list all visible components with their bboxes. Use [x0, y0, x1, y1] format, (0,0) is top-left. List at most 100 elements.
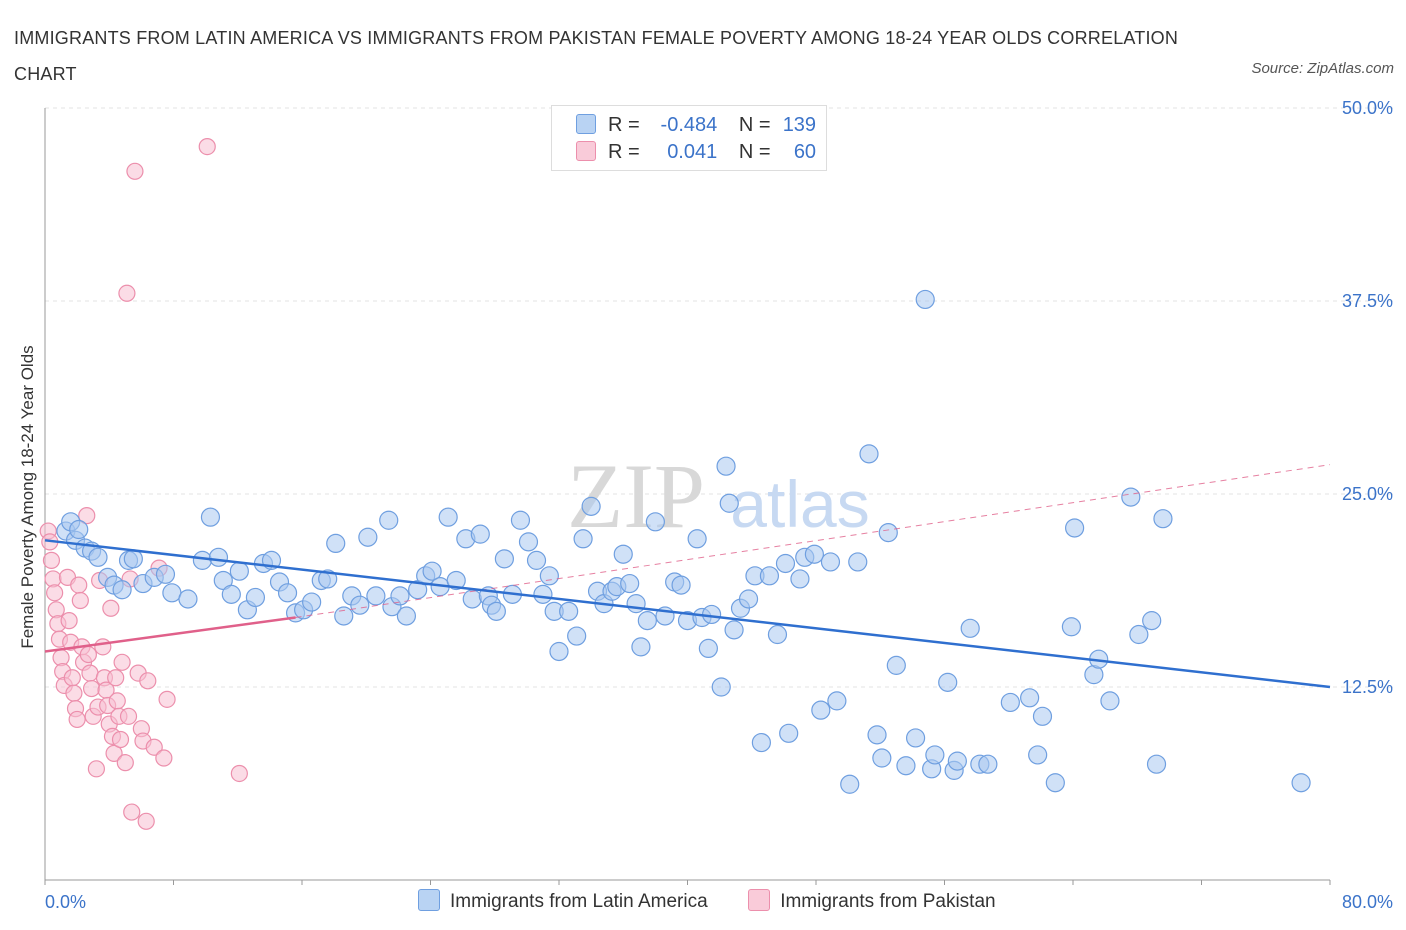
point-latin-103 [820, 552, 841, 572]
point-latin-77 [637, 611, 657, 631]
point-pakistan-4 [46, 584, 64, 602]
point-latin-22 [229, 561, 249, 581]
legend-item-pakistan[interactable]: Immigrants from Pakistan [748, 889, 996, 912]
point-latin-116 [925, 745, 945, 765]
point-latin-99 [790, 569, 810, 589]
point-latin-117 [938, 672, 958, 692]
point-latin-94 [751, 732, 771, 753]
point-latin-83 [687, 529, 707, 549]
point-latin-87 [711, 677, 731, 697]
point-pakistan-42 [113, 653, 131, 671]
y-tick-label-3: 50.0% [1342, 98, 1393, 118]
point-latin-17 [192, 550, 213, 570]
legend-row-pakistan: R = 0.041 N = 60 [576, 139, 816, 165]
point-latin-60 [526, 550, 547, 570]
series-pakistan [39, 138, 248, 830]
watermark-atlas: atlas [730, 467, 869, 541]
point-latin-62 [539, 566, 559, 586]
point-latin-112 [896, 756, 916, 776]
point-latin-128 [1061, 617, 1081, 637]
point-pakistan-52 [137, 812, 155, 830]
point-pakistan-27 [87, 760, 106, 778]
legend-row-latin: R = -0.484 N = 139 [576, 112, 816, 138]
legend-swatch-pakistan [576, 141, 596, 161]
trend-latin-america [44, 539, 1331, 689]
point-latin-9 [112, 580, 132, 600]
point-latin-108 [867, 725, 887, 745]
point-latin-55 [486, 601, 506, 621]
legend-item-latin[interactable]: Immigrants from Latin America [418, 889, 708, 912]
point-latin-124 [1020, 688, 1040, 708]
point-latin-113 [905, 728, 926, 748]
point-latin-64 [549, 641, 569, 662]
legend-n-latin: 139 [782, 114, 817, 136]
point-pakistan-41 [111, 730, 130, 749]
point-pakistan-53 [139, 672, 157, 690]
legend-n-label: N = [738, 141, 771, 163]
watermark-zip: ZIP [567, 445, 705, 547]
point-latin-21 [221, 584, 241, 604]
y-tick-label-2: 37.5% [1342, 291, 1393, 311]
point-pakistan-45 [119, 707, 138, 725]
point-latin-111 [886, 655, 906, 675]
trend-lines [44, 464, 1331, 689]
point-latin-137 [1153, 509, 1173, 529]
point-latin-31 [302, 592, 322, 612]
point-latin-78 [645, 512, 665, 532]
point-latin-67 [573, 529, 593, 549]
point-latin-76 [631, 637, 651, 657]
point-latin-88 [716, 456, 736, 476]
point-latin-11 [123, 549, 143, 569]
point-latin-90 [724, 620, 744, 640]
point-pakistan-44 [118, 284, 136, 302]
point-pakistan-59 [230, 764, 248, 783]
point-latin-98 [779, 723, 799, 743]
legend-n-pakistan: 60 [793, 141, 817, 163]
point-latin-40 [379, 510, 399, 530]
tick-labels: 12.5% 25.0% 37.5% 50.0% 0.0% 80.0% [45, 98, 1393, 912]
point-latin-125 [1028, 745, 1048, 765]
point-pakistan-12 [60, 612, 78, 630]
point-latin-15 [162, 583, 182, 603]
point-pakistan-24 [81, 664, 99, 682]
legend-n-label: N = [738, 114, 771, 136]
point-latin-52 [470, 524, 490, 544]
point-latin-65 [559, 601, 579, 621]
point-latin-61 [533, 584, 553, 604]
point-latin-132 [1100, 691, 1120, 711]
point-latin-95 [759, 566, 780, 586]
point-latin-106 [848, 552, 868, 572]
point-latin-123 [1000, 692, 1020, 713]
point-latin-75 [626, 594, 646, 614]
source-credit: Source: ZipAtlas.com [1251, 60, 1394, 77]
axes [44, 108, 1331, 885]
point-latin-133 [1121, 487, 1141, 507]
legend-r-label: R = [608, 141, 640, 163]
point-latin-126 [1032, 706, 1053, 726]
point-pakistan-22 [78, 507, 96, 525]
point-latin-109 [872, 748, 892, 768]
point-pakistan-47 [123, 803, 141, 821]
point-latin-39 [366, 586, 386, 606]
point-latin-105 [840, 774, 860, 794]
point-latin-3 [69, 519, 89, 540]
point-pakistan-25 [82, 679, 101, 698]
point-latin-42 [390, 586, 410, 606]
legend-r-latin: -0.484 [660, 114, 718, 136]
point-latin-119 [947, 751, 967, 771]
point-latin-135 [1142, 611, 1162, 631]
trend-pakistan-extended [295, 464, 1331, 619]
point-latin-127 [1045, 773, 1065, 793]
point-latin-34 [326, 533, 346, 554]
point-pakistan-39 [108, 692, 126, 710]
point-latin-59 [518, 532, 539, 552]
point-latin-134 [1129, 624, 1149, 645]
point-latin-129 [1065, 518, 1085, 538]
point-latin-18 [200, 507, 221, 527]
point-latin-104 [827, 691, 847, 711]
point-pakistan-43 [116, 754, 134, 772]
legend-swatch-latin [418, 889, 440, 911]
y-tick-label-1: 25.0% [1342, 484, 1393, 504]
point-latin-122 [978, 754, 998, 774]
